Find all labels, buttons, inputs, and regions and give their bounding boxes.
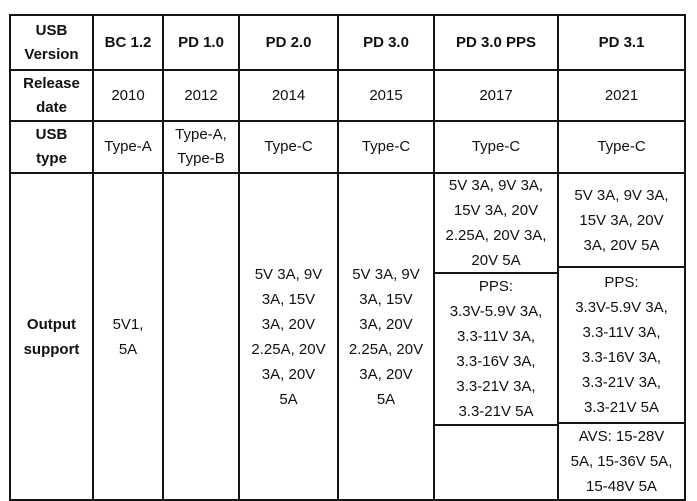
cell-output-pd31-fixed: 5V 3A, 9V 3A, 15V 3A, 20V 3A, 20V 5A xyxy=(559,174,684,269)
table-row-release-date: Release date 2010 2012 2014 2015 2017 20… xyxy=(11,71,684,122)
cell-type-pd31: Type-C xyxy=(597,138,646,155)
cell-type-bc12: Type-A xyxy=(94,122,164,172)
cell-version-pd20: PD 2.0 xyxy=(240,16,339,69)
row-label-output-support: Output support xyxy=(11,174,94,499)
cell-release-pd30: 2015 xyxy=(339,71,435,120)
row-label-release-date: Release date xyxy=(11,71,94,120)
cell-release-bc12: 2010 xyxy=(94,71,164,120)
cell-output-pd30pps: 5V 3A, 9V 3A, 15V 3A, 20V 2.25A, 20V 3A,… xyxy=(435,174,559,499)
cell-output-pd20: 5V 3A, 9V 3A, 15V 3A, 20V 2.25A, 20V 3A,… xyxy=(240,174,339,499)
cell-version-pd30: PD 3.0 xyxy=(339,16,435,69)
cell-output-pd30pps-pps: PPS: 3.3V-5.9V 3A, 3.3-11V 3A, 3.3-16V 3… xyxy=(435,274,557,426)
cell-version-pd30pps: PD 3.0 PPS xyxy=(435,16,559,69)
table-row-usb-type: USB type Type-A Type-A, Type-B Type-C Ty… xyxy=(11,122,684,174)
row-label-usb-type: USB type xyxy=(11,122,94,172)
cell-output-pd30pps-fixed: 5V 3A, 9V 3A, 15V 3A, 20V 2.25A, 20V 3A,… xyxy=(435,174,557,274)
cell-output-pd31-avs: AVS: 15-28V 5A, 15-36V 5A, 15-48V 5A xyxy=(570,428,673,495)
cell-type-pd20: Type-C xyxy=(240,122,339,172)
row-label-usb-version: USB Version xyxy=(11,16,94,69)
cell-version-pd10: PD 1.0 xyxy=(164,16,240,69)
cell-output-pd31: 5V 3A, 9V 3A, 15V 3A, 20V 3A, 20V 5A PPS… xyxy=(559,174,684,499)
cell-output-pd30pps-avs xyxy=(435,426,557,499)
table-row-usb-version: USB Version BC 1.2 PD 1.0 PD 2.0 PD 3.0 … xyxy=(11,16,684,71)
cell-release-pd20: 2014 xyxy=(240,71,339,120)
cell-type-pd10: Type-A, Type-B xyxy=(164,122,240,172)
cell-type-pd30pps: Type-C xyxy=(435,122,559,172)
cell-release-pd31: 2021 xyxy=(604,86,639,104)
table-row-output-support: Output support 5V1, 5A 5V 3A, 9V 3A, 15V… xyxy=(11,174,684,499)
usb-versions-table: USB Version BC 1.2 PD 1.0 PD 2.0 PD 3.0 … xyxy=(9,14,686,501)
cell-type-pd30: Type-C xyxy=(339,122,435,172)
cell-version-pd31: PD 3.1 xyxy=(598,33,645,51)
cell-release-pd10: 2012 xyxy=(164,71,240,120)
cell-output-pd30: 5V 3A, 9V 3A, 15V 3A, 20V 2.25A, 20V 3A,… xyxy=(339,174,435,499)
cell-version-bc12: BC 1.2 xyxy=(94,16,164,69)
cell-output-pd10 xyxy=(164,174,240,499)
cell-output-pd31-pps: PPS: 3.3V-5.9V 3A, 3.3-11V 3A, 3.3-16V 3… xyxy=(559,268,684,424)
cell-release-pd30pps: 2017 xyxy=(435,71,559,120)
cell-output-bc12: 5V1, 5A xyxy=(94,174,164,499)
